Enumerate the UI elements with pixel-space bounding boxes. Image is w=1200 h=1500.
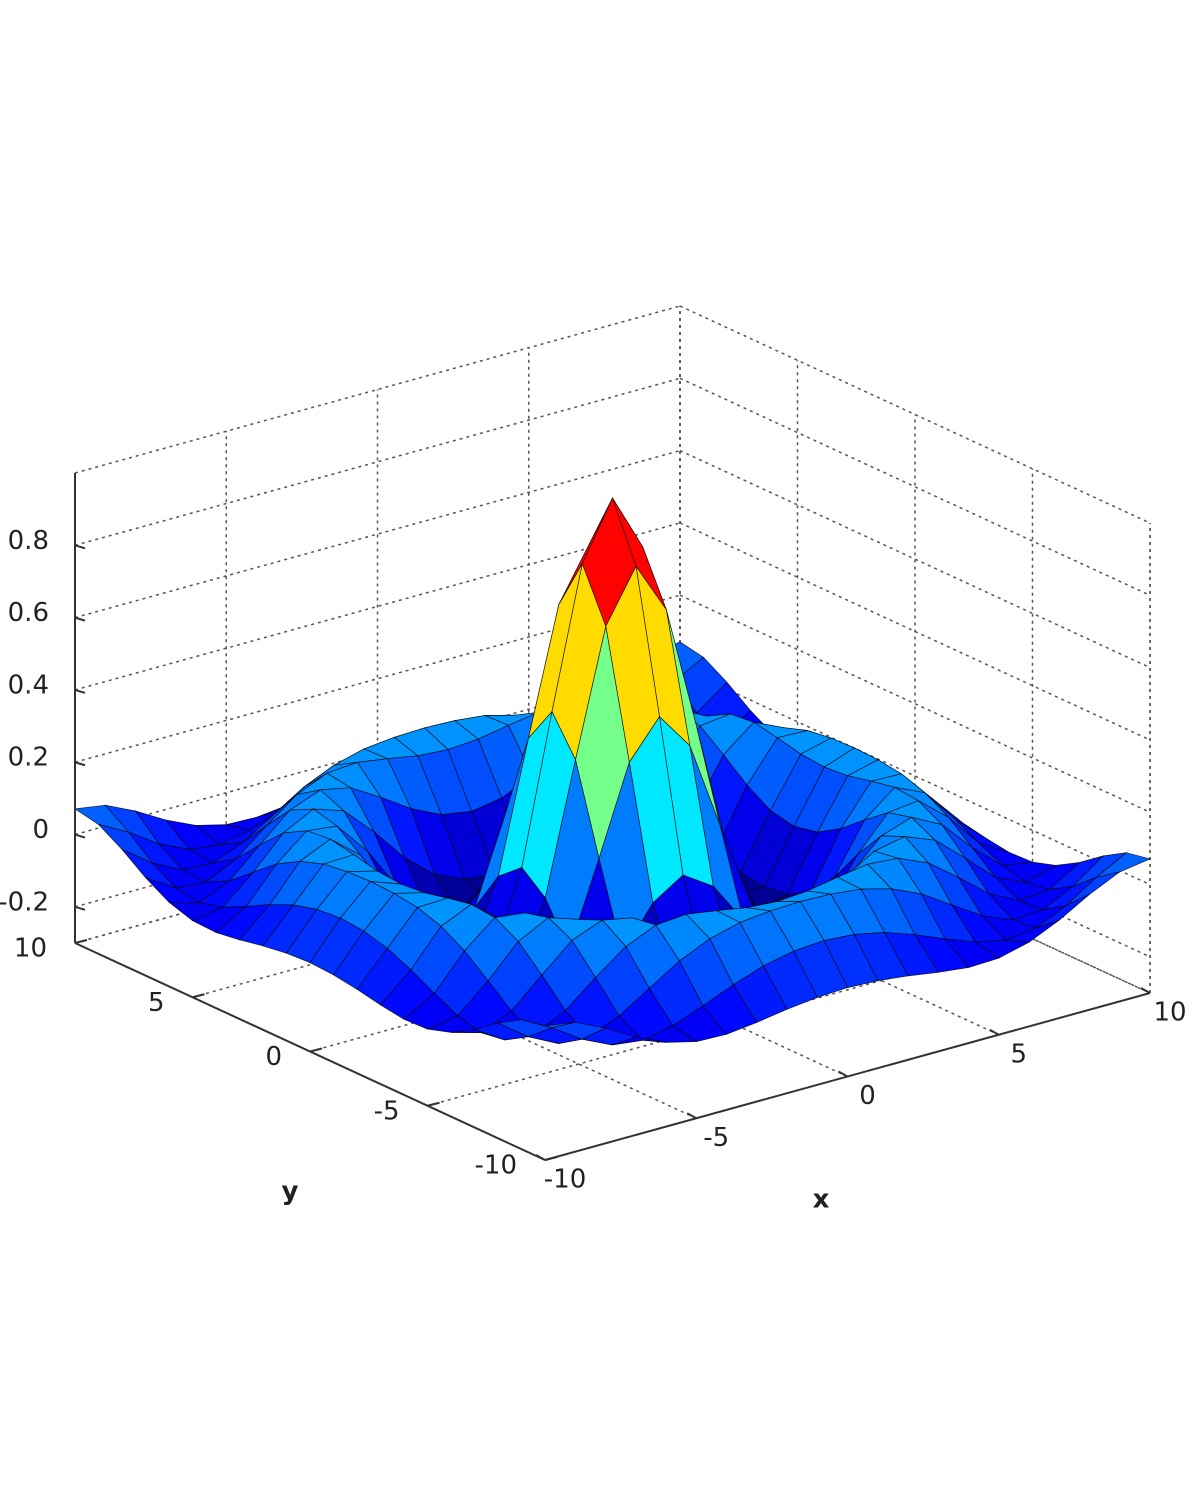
y-tick: [309, 1047, 323, 1053]
y-tick: [192, 993, 205, 999]
x-tick-label: -10: [544, 1165, 586, 1195]
z-tick-label: 0.6: [8, 598, 49, 628]
x-axis-label: x: [813, 1185, 830, 1215]
z-tick: [74, 761, 86, 767]
x-tick: [686, 1112, 697, 1120]
x-tick-label: 5: [1010, 1039, 1027, 1069]
y-tick-label: -10: [475, 1151, 517, 1181]
z-tick-label: 0.2: [8, 743, 49, 773]
z-tick: [74, 905, 86, 911]
y-tick-label: 5: [148, 988, 165, 1018]
x-tick: [838, 1070, 848, 1078]
y-tick: [74, 939, 88, 944]
y-tick-label: 0: [265, 1042, 282, 1072]
grid-line: [528, 817, 1000, 1036]
grid-line: [679, 594, 1151, 813]
z-tick: [74, 833, 86, 839]
y-tick-label: -5: [374, 1096, 400, 1126]
grid-line: [679, 522, 1151, 741]
grid-line: [679, 666, 1151, 886]
z-tick: [74, 688, 86, 694]
y-tick: [544, 1156, 558, 1161]
grid-line: [679, 449, 1151, 669]
x-tick-label: 0: [859, 1081, 876, 1111]
z-tick: [74, 544, 86, 550]
x-tick: [989, 1028, 1000, 1036]
grid-line: [679, 775, 1151, 994]
z-tick: [74, 616, 86, 622]
y-tick-label: 10: [14, 934, 47, 964]
grid-line: [679, 377, 1151, 596]
y-axis-label: y: [282, 1177, 299, 1207]
grid-line: [377, 858, 848, 1078]
z-tick-label: 0.8: [8, 526, 49, 556]
z-tick-label: -0.2: [0, 887, 49, 917]
grid-line: [225, 900, 697, 1119]
y-tick: [427, 1101, 440, 1107]
x-tick: [1140, 987, 1151, 994]
surface-patch: [521, 1019, 576, 1028]
x-tick-label: -5: [703, 1123, 729, 1153]
z-tick-label: 0: [32, 815, 49, 845]
box-edge: [679, 305, 1151, 524]
x-tick: [535, 1154, 546, 1161]
z-tick-label: 0.4: [8, 670, 49, 700]
x-tick-label: 10: [1153, 998, 1186, 1028]
